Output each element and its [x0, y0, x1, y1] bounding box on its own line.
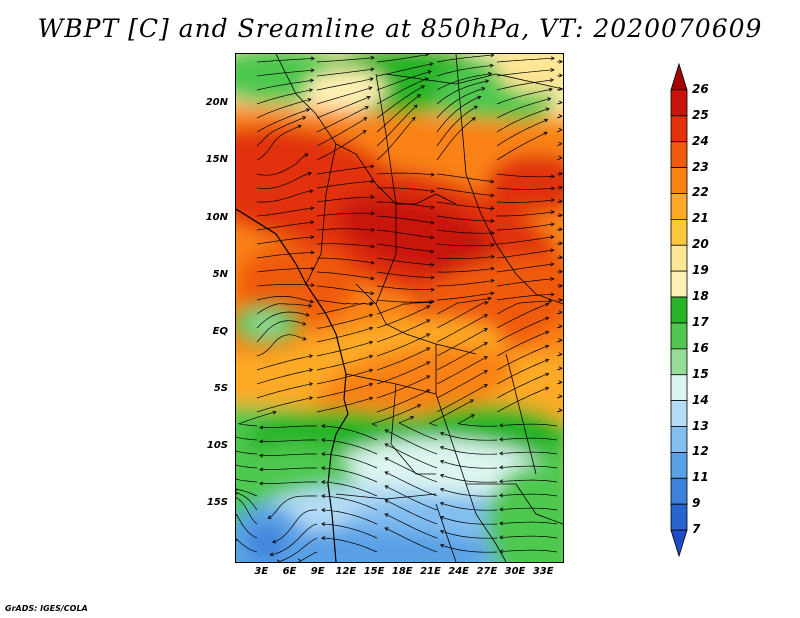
lon-tick-label: 27E — [476, 566, 498, 577]
lon-tick-label: 6E — [282, 566, 297, 577]
colorbar-level-label: 26 — [692, 81, 709, 96]
colorbar-level-label: 12 — [692, 444, 709, 459]
colorbar-swatch — [670, 141, 688, 168]
grads-credit: GrADS: IGES/COLA — [5, 604, 88, 613]
lon-tick-label: 3E — [254, 566, 269, 577]
colorbar-swatch — [670, 193, 688, 220]
chart-title: WBPT [C] and Sreamline at 850hPa, VT: 20… — [37, 14, 763, 43]
colorbar-swatch — [670, 322, 688, 350]
colorbar-level-label: 7 — [692, 522, 701, 537]
colorbar-level-label: 9 — [692, 496, 701, 511]
lat-tick-label: 15S — [206, 496, 228, 508]
colorbar-swatch — [670, 62, 688, 91]
lon-tick-label: 15E — [363, 566, 385, 577]
colorbar-level-label: 14 — [692, 392, 709, 407]
colorbar-swatch — [670, 270, 688, 298]
colorbar-level-label: 16 — [692, 340, 709, 355]
colorbar-swatch — [670, 167, 688, 194]
colorbar-swatch — [670, 89, 688, 117]
lat-tick-label: 10N — [205, 211, 228, 223]
lat-tick-label: 5N — [212, 268, 228, 280]
colorbar-level-label: 11 — [692, 470, 709, 485]
colorbar-swatch — [670, 374, 688, 402]
colorbar-swatch — [670, 348, 688, 376]
colorbar-level-label: 20 — [692, 237, 709, 252]
colorbar-level-label: 23 — [692, 159, 709, 174]
colorbar-level-label: 15 — [692, 366, 709, 381]
colorbar-level-label: 21 — [692, 211, 709, 226]
colorbar-swatch — [670, 400, 688, 427]
colorbar-level-label: 17 — [692, 314, 709, 329]
lat-tick-label: 5S — [213, 382, 228, 394]
lon-tick-label: 9E — [310, 566, 325, 577]
lon-tick-label: 24E — [448, 566, 469, 577]
colorbar-swatch — [670, 529, 688, 558]
colorbar-swatch — [670, 244, 688, 272]
colorbar-swatch — [670, 115, 688, 143]
lon-tick-label: 18E — [391, 566, 413, 577]
colorbar-level-label: 22 — [692, 185, 709, 200]
colorbar-swatch — [670, 477, 688, 505]
temperature-field — [236, 54, 563, 562]
lat-tick-label: 20N — [205, 97, 228, 109]
lat-tick-label: EQ — [212, 325, 228, 337]
wbpt-map — [236, 54, 563, 562]
map-panel — [235, 53, 564, 563]
colorbar-level-label: 13 — [692, 418, 709, 433]
lon-tick-label: 30E — [504, 566, 526, 577]
streamlines — [236, 54, 563, 562]
lon-tick-label: 21E — [420, 566, 441, 577]
colorbar-swatch — [670, 296, 688, 324]
colorbar-swatch — [670, 426, 688, 453]
colorbar-level-label: 19 — [692, 263, 709, 278]
lon-tick-label: 33E — [532, 566, 554, 577]
colorbar-swatch — [670, 452, 688, 479]
lat-tick-label: 10S — [206, 439, 228, 451]
colorbar-level-label: 24 — [692, 133, 709, 148]
colorbar-level-label: 25 — [692, 107, 709, 122]
lat-tick-label: 15N — [205, 154, 228, 166]
lon-tick-label: 12E — [335, 566, 357, 577]
colorbar-swatch — [670, 218, 688, 246]
colorbar-level-label: 18 — [692, 289, 709, 304]
colorbar-swatch — [670, 503, 688, 531]
